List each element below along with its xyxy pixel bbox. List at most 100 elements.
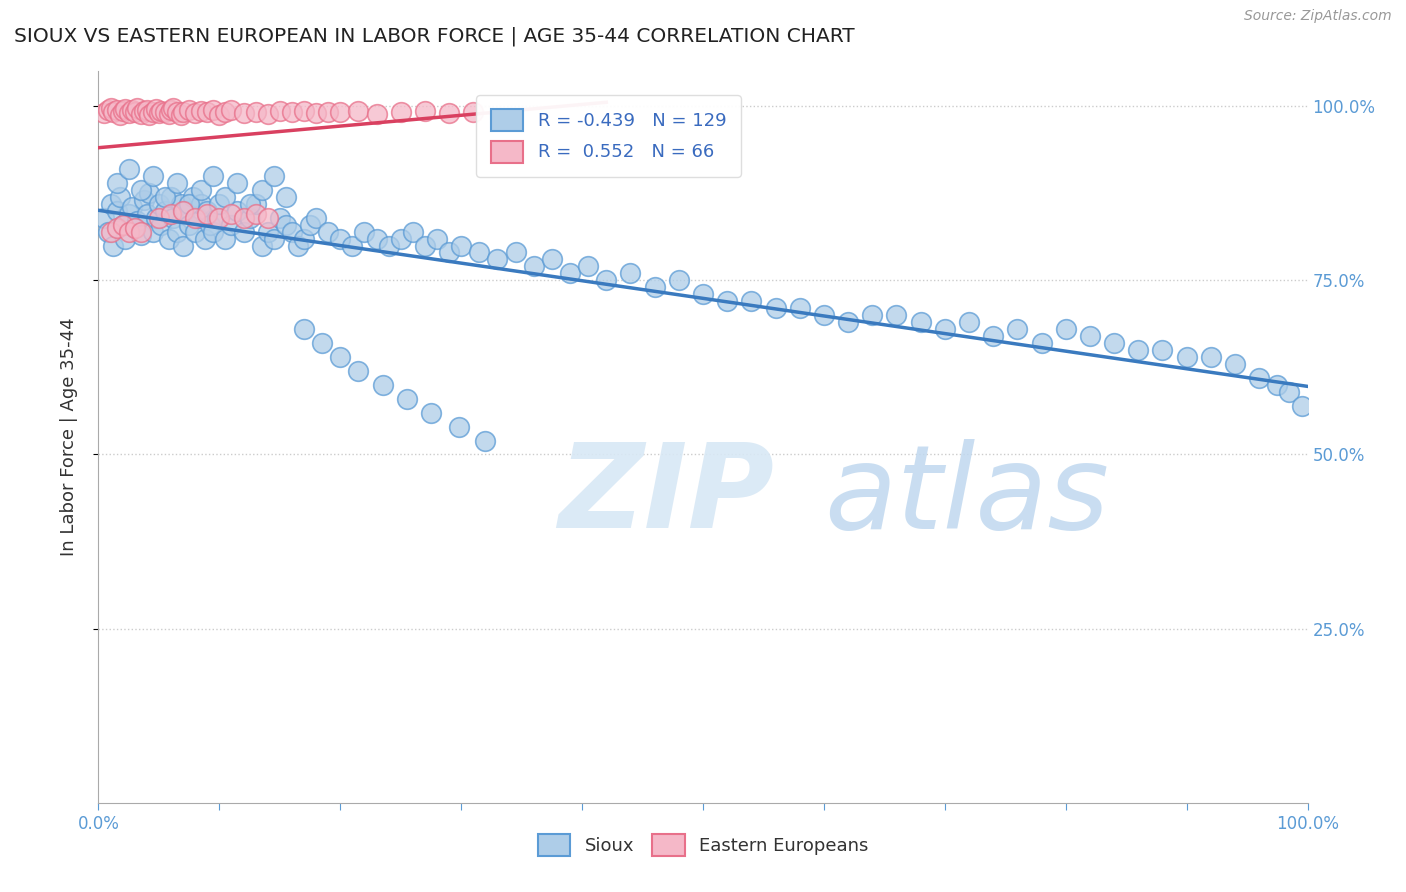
Point	[153, 190, 176, 204]
Point	[108, 107, 131, 121]
Point	[886, 308, 908, 322]
Point	[1199, 350, 1222, 364]
Point	[162, 211, 184, 225]
Point	[1291, 399, 1313, 413]
Point	[413, 238, 436, 252]
Point	[1031, 336, 1053, 351]
Point	[347, 364, 370, 378]
Point	[208, 211, 231, 225]
Point	[1267, 377, 1289, 392]
Point	[505, 245, 527, 260]
Point	[187, 211, 209, 225]
Point	[179, 103, 201, 118]
Point	[366, 107, 388, 121]
Point	[169, 196, 191, 211]
Point	[118, 161, 141, 176]
Point	[166, 225, 188, 239]
Point	[169, 107, 191, 121]
Point	[195, 105, 218, 120]
Point	[1278, 384, 1301, 399]
Point	[100, 101, 122, 115]
Point	[1249, 371, 1271, 385]
Point	[127, 101, 149, 115]
Point	[1175, 350, 1198, 364]
Point	[245, 207, 267, 221]
Point	[129, 225, 152, 239]
Point	[111, 218, 134, 232]
Point	[619, 266, 641, 280]
Point	[1078, 329, 1101, 343]
Point	[239, 211, 262, 225]
Text: atlas: atlas	[824, 439, 1109, 553]
Point	[208, 107, 231, 121]
Y-axis label: In Labor Force | Age 35-44: In Labor Force | Age 35-44	[59, 318, 77, 557]
Point	[121, 103, 143, 118]
Point	[221, 207, 243, 221]
Point	[523, 260, 546, 274]
Point	[716, 294, 738, 309]
Point	[124, 221, 146, 235]
Point	[1223, 357, 1246, 371]
Point	[184, 225, 207, 239]
Text: SIOUX VS EASTERN EUROPEAN IN LABOR FORCE | AGE 35-44 CORRELATION CHART: SIOUX VS EASTERN EUROPEAN IN LABOR FORCE…	[14, 27, 855, 46]
Point	[395, 392, 418, 406]
Point	[129, 228, 152, 243]
Point	[100, 196, 122, 211]
Point	[789, 301, 811, 316]
Point	[274, 190, 297, 204]
Point	[150, 104, 173, 119]
Point	[256, 107, 278, 121]
Point	[353, 225, 375, 239]
Point	[108, 190, 131, 204]
Point	[190, 104, 212, 119]
Point	[299, 218, 322, 232]
Point	[957, 315, 980, 329]
Point	[413, 104, 436, 119]
Legend: Sioux, Eastern Europeans: Sioux, Eastern Europeans	[530, 827, 876, 863]
Point	[377, 238, 399, 252]
Point	[93, 211, 115, 225]
Point	[463, 104, 485, 119]
Point	[316, 225, 339, 239]
Point	[100, 225, 122, 239]
Point	[1054, 322, 1077, 336]
Point	[111, 104, 134, 119]
Point	[437, 245, 460, 260]
Point	[540, 252, 562, 267]
Point	[1102, 336, 1125, 351]
Point	[135, 103, 157, 117]
Point	[910, 315, 932, 329]
Point	[765, 301, 787, 316]
Point	[305, 211, 328, 225]
Point	[558, 266, 581, 280]
Point	[329, 105, 352, 120]
Point	[208, 196, 231, 211]
Point	[250, 238, 273, 252]
Point	[232, 211, 254, 225]
Point	[245, 196, 267, 211]
Point	[437, 106, 460, 120]
Point	[232, 225, 254, 239]
Point	[316, 104, 339, 119]
Point	[329, 231, 352, 245]
Point	[190, 183, 212, 197]
Point	[668, 273, 690, 287]
Point	[134, 193, 156, 207]
Point	[226, 176, 249, 190]
Point	[813, 308, 835, 322]
Point	[153, 104, 176, 119]
Point	[366, 231, 388, 245]
Text: Source: ZipAtlas.com: Source: ZipAtlas.com	[1244, 9, 1392, 23]
Point	[292, 231, 315, 245]
Point	[239, 196, 262, 211]
Point	[263, 169, 285, 183]
Point	[105, 103, 128, 117]
Point	[142, 225, 165, 239]
Point	[172, 203, 194, 218]
Point	[195, 203, 218, 218]
Point	[305, 106, 328, 120]
Point	[114, 231, 136, 245]
Point	[256, 211, 278, 225]
Point	[214, 190, 236, 204]
Point	[105, 176, 128, 190]
